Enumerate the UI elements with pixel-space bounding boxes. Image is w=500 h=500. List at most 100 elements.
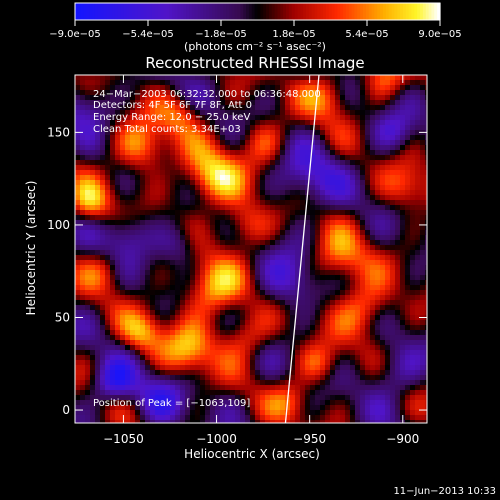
heatmap-cell: [115, 210, 121, 216]
heatmap-cell: [115, 155, 121, 161]
heatmap-cell: [365, 385, 371, 391]
heatmap-cell: [120, 240, 126, 246]
colorbar-cell: [428, 3, 433, 20]
heatmap-cell: [105, 85, 111, 91]
colorbar-cell: [151, 3, 156, 20]
heatmap-cell: [240, 370, 246, 376]
heatmap-cell: [355, 340, 361, 346]
heatmap-cell: [200, 315, 206, 321]
heatmap-cell: [95, 120, 101, 126]
heatmap-cell: [360, 270, 366, 276]
heatmap-cell: [275, 130, 281, 136]
heatmap-cell: [135, 195, 141, 201]
heatmap-cell: [375, 210, 381, 216]
heatmap-cell: [85, 165, 91, 171]
heatmap-cell: [335, 405, 341, 411]
heatmap-cell: [230, 95, 236, 101]
heatmap-cell: [390, 390, 396, 396]
heatmap-cell: [360, 395, 366, 401]
heatmap-cell: [410, 160, 416, 166]
heatmap-cell: [315, 160, 321, 166]
heatmap-cell: [420, 225, 426, 231]
heatmap-cell: [90, 410, 96, 416]
heatmap-cell: [405, 115, 411, 121]
heatmap-cell: [165, 75, 171, 81]
heatmap-cell: [245, 265, 251, 271]
heatmap-cell: [160, 415, 166, 421]
heatmap-cell: [230, 275, 236, 281]
heatmap-cell: [400, 200, 406, 206]
heatmap-cell: [335, 95, 341, 101]
heatmap-cell: [95, 105, 101, 111]
heatmap-cell: [305, 400, 311, 406]
heatmap-cell: [245, 135, 251, 141]
heatmap-cell: [320, 275, 326, 281]
heatmap-cell: [170, 170, 176, 176]
heatmap-cell: [245, 320, 251, 326]
heatmap-cell: [305, 220, 311, 226]
heatmap-cell: [300, 205, 306, 211]
heatmap-cell: [140, 225, 146, 231]
colorbar-cell: [89, 3, 93, 20]
heatmap-cell: [425, 240, 427, 246]
heatmap-cell: [370, 300, 376, 306]
heatmap-cell: [150, 300, 156, 306]
heatmap-cell: [285, 145, 291, 151]
heatmap-cell: [350, 280, 356, 286]
heatmap-cell: [160, 165, 166, 171]
heatmap-cell: [130, 135, 136, 141]
heatmap-cell: [250, 240, 256, 246]
heatmap-cell: [95, 125, 101, 131]
heatmap-cell: [270, 175, 276, 181]
heatmap-cell: [415, 350, 421, 356]
heatmap-cell: [295, 120, 301, 126]
heatmap-cell: [355, 295, 361, 301]
heatmap-cell: [340, 105, 346, 111]
heatmap-cell: [125, 325, 131, 331]
heatmap-cell: [380, 405, 386, 411]
heatmap-cell: [420, 205, 426, 211]
heatmap-cell: [210, 120, 216, 126]
heatmap-cell: [140, 345, 146, 351]
heatmap-cell: [280, 180, 286, 186]
heatmap-cell: [75, 330, 81, 336]
heatmap-cell: [285, 210, 291, 216]
heatmap-cell: [405, 385, 411, 391]
heatmap-cell: [340, 325, 346, 331]
heatmap-cell: [210, 145, 216, 151]
colorbar-cell: [371, 3, 376, 20]
heatmap-cell: [410, 175, 416, 181]
heatmap-cell: [75, 190, 81, 196]
heatmap-cell: [395, 225, 401, 231]
heatmap-cell: [155, 80, 161, 86]
heatmap-cell: [315, 165, 321, 171]
heatmap-cell: [330, 230, 336, 236]
heatmap-cell: [290, 365, 296, 371]
heatmap-cell: [175, 270, 181, 276]
heatmap-cell: [295, 225, 301, 231]
heatmap-cell: [160, 350, 166, 356]
heatmap-cell: [145, 275, 151, 281]
colorbar-cell: [348, 3, 353, 20]
heatmap-cell: [200, 175, 206, 181]
heatmap-cell: [205, 300, 211, 306]
heatmap-cell: [140, 150, 146, 156]
heatmap-cell: [340, 275, 346, 281]
heatmap-cell: [390, 190, 396, 196]
heatmap-cell: [200, 335, 206, 341]
heatmap-cell: [225, 110, 231, 116]
heatmap-cell: [395, 90, 401, 96]
heatmap-cell: [240, 225, 246, 231]
heatmap-cell: [225, 405, 231, 411]
heatmap-cell: [195, 315, 201, 321]
heatmap-cell: [355, 365, 361, 371]
heatmap-cell: [185, 195, 191, 201]
heatmap-cell: [380, 210, 386, 216]
heatmap-cell: [425, 140, 427, 146]
heatmap-cell: [305, 200, 311, 206]
heatmap-cell: [295, 210, 301, 216]
heatmap-cell: [255, 285, 261, 291]
heatmap-cell: [255, 170, 261, 176]
heatmap-cell: [280, 375, 286, 381]
colorbar-cell: [100, 3, 105, 20]
